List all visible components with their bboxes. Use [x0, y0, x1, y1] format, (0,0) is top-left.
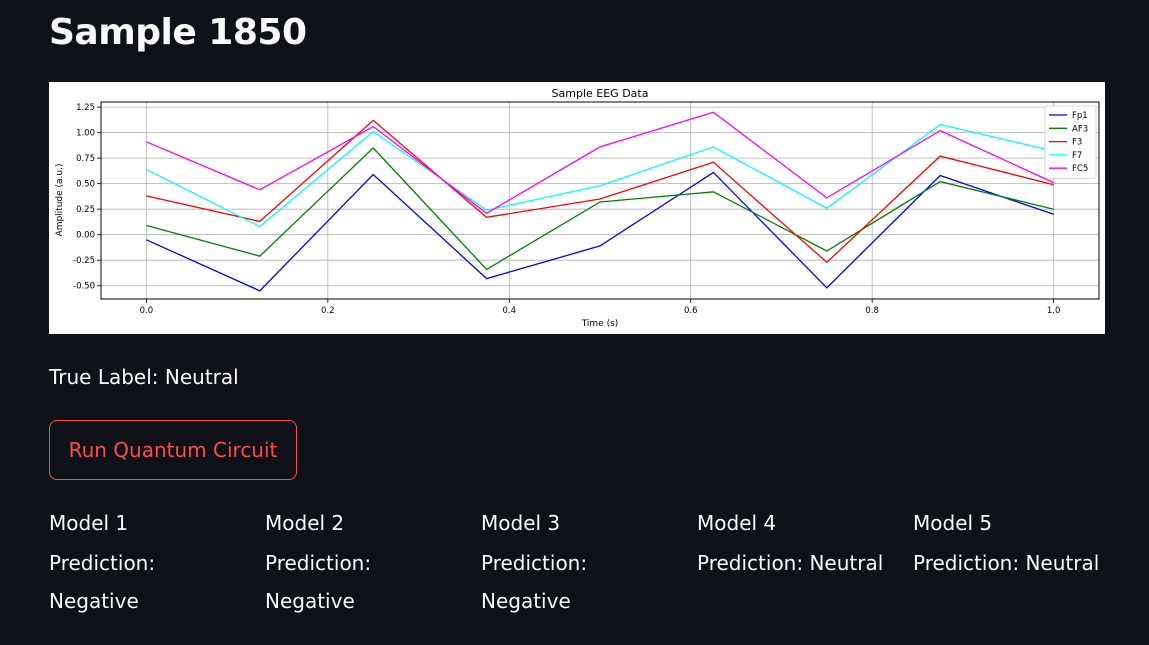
- model-card-4: Model 4 Prediction: Neutral: [697, 506, 897, 582]
- chart-series: [146, 111, 1054, 292]
- run-quantum-circuit-button[interactable]: Run Quantum Circuit: [49, 420, 297, 480]
- series-line-f7: [146, 123, 1054, 228]
- legend-entry: Fp1: [1072, 111, 1088, 121]
- y-tick-label: 0.00: [76, 231, 95, 241]
- legend-entry: AF3: [1072, 124, 1088, 134]
- chart-ticks: 0.0 0.2 0.4 0.6 0.8 1.0 -0.50 -0.25 0.00 0.25 0.50…: [73, 103, 1060, 316]
- chart-grid: [101, 102, 1099, 299]
- y-tick-label: -0.50: [73, 282, 95, 292]
- y-tick-label: 1.25: [76, 103, 95, 113]
- legend-entry: FC5: [1072, 164, 1088, 174]
- legend-entry: F7: [1072, 151, 1082, 161]
- series-line-af3: [146, 146, 1054, 271]
- model-prediction: Prediction: Negative: [49, 551, 156, 613]
- model-prediction: Prediction: Negative: [265, 551, 372, 613]
- y-axis-label: Amplitude (a.u.): [55, 164, 65, 237]
- plot-frame: [100, 101, 1100, 300]
- model-prediction: Prediction: Neutral: [913, 551, 1100, 575]
- chart-title: Sample EEG Data: [552, 87, 649, 100]
- eeg-chart: Sample EEG Data 0.0 0.2 0.4 0.6 0.8 1.0 -0.50 -…: [49, 82, 1105, 334]
- x-tick-label: 0.2: [321, 306, 335, 316]
- y-tick-label: 0.75: [76, 154, 95, 164]
- model-name: Model 5: [913, 511, 993, 535]
- x-tick-label: 0.8: [865, 306, 879, 316]
- x-tick-label: 0.4: [503, 306, 517, 316]
- model-card-3: Model 3 Prediction: Negative: [481, 506, 681, 620]
- x-axis-label: Time (s): [581, 319, 619, 329]
- series-line-fc5: [146, 111, 1054, 215]
- page-title: Sample 1850: [49, 12, 307, 53]
- model-prediction: Prediction: Neutral: [697, 551, 884, 575]
- model-name: Model 4: [697, 511, 777, 535]
- model-predictions: Model 1 Prediction: Negative Model 2 Pre…: [49, 506, 1109, 636]
- model-name: Model 3: [481, 511, 561, 535]
- y-tick-label: 1.00: [76, 129, 95, 139]
- model-card-1: Model 1 Prediction: Negative: [49, 506, 249, 620]
- model-card-5: Model 5 Prediction: Neutral: [913, 506, 1113, 582]
- legend-box: [1044, 105, 1097, 179]
- x-tick-label: 0.0: [140, 306, 154, 316]
- series-line-fp1: [146, 171, 1054, 292]
- model-name: Model 1: [49, 511, 129, 535]
- chart-legend: Fp1 AF3 F3 F7 FC5: [1044, 105, 1097, 179]
- y-tick-label: 0.50: [76, 180, 95, 190]
- model-card-2: Model 2 Prediction: Negative: [265, 506, 465, 620]
- y-tick-label: 0.25: [76, 205, 95, 215]
- y-tick-label: -0.25: [73, 256, 95, 266]
- true-label: True Label: Neutral: [49, 365, 239, 389]
- model-name: Model 2: [265, 511, 345, 535]
- eeg-chart-svg: Sample EEG Data 0.0 0.2 0.4 0.6 0.8 1.0 -0.50 -…: [55, 87, 1100, 329]
- model-prediction: Prediction: Negative: [481, 551, 588, 613]
- x-tick-label: 0.6: [684, 306, 698, 316]
- x-tick-label: 1.0: [1047, 306, 1061, 316]
- legend-entry: F3: [1072, 138, 1082, 148]
- series-line-f3: [146, 119, 1054, 264]
